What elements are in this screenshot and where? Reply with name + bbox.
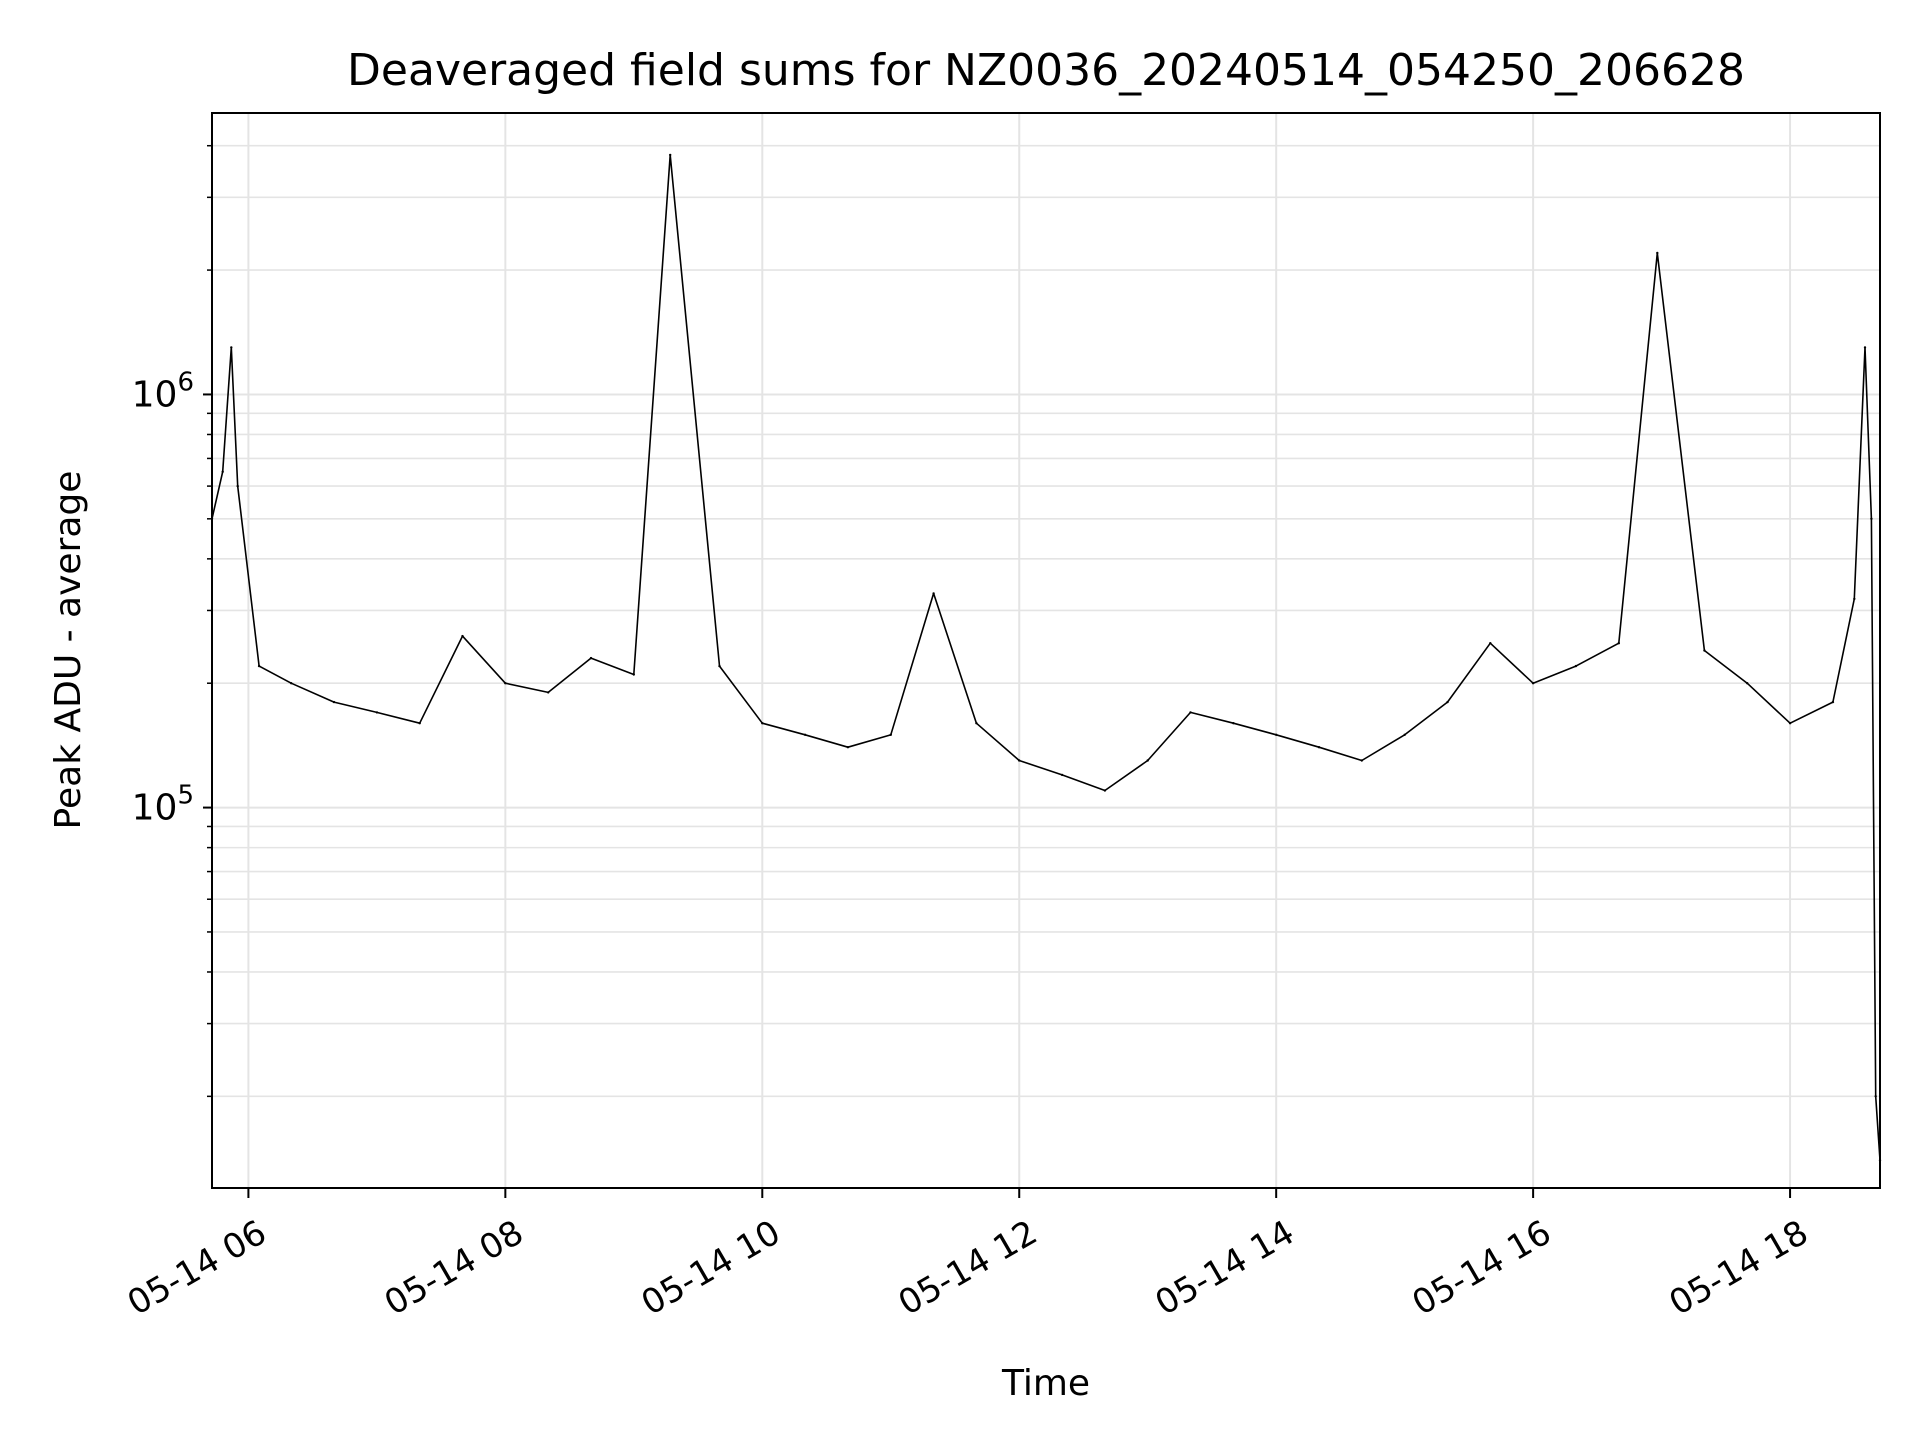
data-point [418,722,421,725]
data-point [221,470,224,473]
data-point [375,711,379,714]
grid [212,113,1880,1188]
data-point [1403,733,1406,736]
data-point [1360,759,1364,762]
data-point [230,346,233,349]
data-point [257,664,261,668]
plot-frame [211,112,1881,1189]
data-point [1103,789,1107,792]
data-point [932,592,935,595]
data-point [632,673,635,676]
data-point [975,722,978,725]
data-layer [210,153,1882,1162]
data-point [236,484,239,488]
data-point [718,664,721,668]
data-point [761,722,764,725]
data-point [1060,773,1064,777]
data-point [1232,722,1235,725]
data-point [1531,682,1535,685]
data-point [1317,746,1321,749]
data-point [1574,664,1578,668]
data-point [332,700,336,704]
chart-title: Deaveraged field sums for NZ0036_2024051… [347,45,1745,96]
data-point [803,733,807,736]
data-point [1275,733,1278,736]
data-point [547,691,550,694]
data-point [669,153,672,157]
data-point [1788,722,1792,725]
data-point [1863,346,1867,349]
data-point [846,746,850,749]
data-point [589,656,593,660]
data-point [290,682,293,685]
y-tick-label: 106 [132,367,194,415]
data-point [1489,642,1492,645]
data-point [1146,759,1149,762]
data-point [504,682,507,685]
data-point [1831,700,1835,704]
data-point [1703,649,1706,652]
data-point [889,733,892,736]
data-point [1874,1095,1877,1098]
data-point [1746,682,1749,685]
data-point [1656,251,1659,255]
y-tick-label: 105 [132,781,194,829]
data-point [461,634,464,638]
x-axis-label: Time [1001,1363,1090,1404]
data-point [1018,759,1021,762]
data-point [1446,700,1449,704]
data-point [1853,597,1856,601]
data-point [1870,517,1873,520]
y-axis-label: Peak ADU - average [48,471,89,830]
data-point [1189,711,1192,714]
data-point [1617,642,1621,645]
